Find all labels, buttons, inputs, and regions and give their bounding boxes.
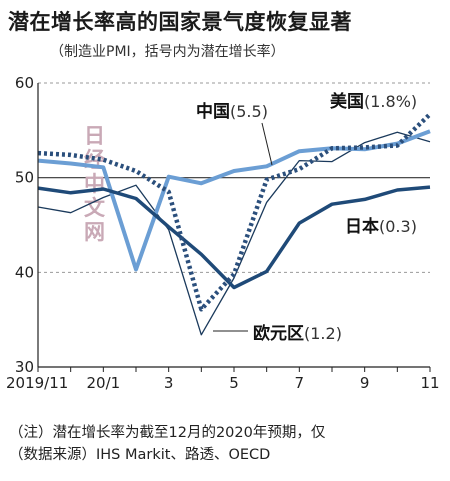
series-label-japan: 日本(0.3) — [345, 216, 417, 237]
watermark-char: 文 — [84, 195, 106, 220]
series-label-china: 中国(5.5) — [196, 101, 268, 122]
source-note: （数据来源）IHS Markit、路透、OECD — [9, 447, 271, 463]
x-tick-label: 5 — [229, 374, 239, 392]
series-label-eurozone: 欧元区(1.2) — [253, 323, 342, 344]
leader-line-china — [261, 122, 273, 166]
series-line-usa — [37, 112, 432, 312]
footnote: （注）潜在增长率为截至12月的2020年预期，仅 — [9, 425, 326, 441]
x-tick-label: 7 — [295, 374, 305, 392]
y-tick-label: 50 — [15, 169, 34, 187]
watermark-char: 网 — [84, 219, 105, 244]
x-tick-label: 11 — [420, 374, 439, 392]
chart-title: 潜在增长率高的国家景气度恢复显著 — [8, 10, 352, 34]
series-layer — [37, 112, 432, 336]
y-tick-label: 40 — [15, 263, 34, 281]
x-tick-label: 2019/11 — [6, 374, 68, 392]
x-tick-label: 3 — [164, 374, 174, 392]
watermark-char: 日 — [84, 123, 105, 148]
y-tick-label: 60 — [15, 74, 34, 92]
series-line-eurozone — [37, 131, 431, 336]
series-line-china — [37, 129, 431, 272]
series-label-usa: 美国(1.8%) — [330, 91, 417, 112]
x-tick-label: 9 — [360, 374, 370, 392]
chart-subtitle: （制造业PMI，括号内为潜在增长率） — [50, 44, 285, 60]
x-tick-label: 20/1 — [86, 374, 120, 392]
series-line-japan — [37, 185, 431, 290]
series-labels: 中国(5.5) 美国(1.8%) 欧元区(1.2) 日本(0.3) — [196, 91, 417, 344]
grid-layer — [38, 82, 430, 273]
y-tick-label: 30 — [15, 358, 34, 376]
axis-layer: 30 40 50 60 2019/11 20/1 3 5 7 9 11 — [6, 74, 440, 392]
